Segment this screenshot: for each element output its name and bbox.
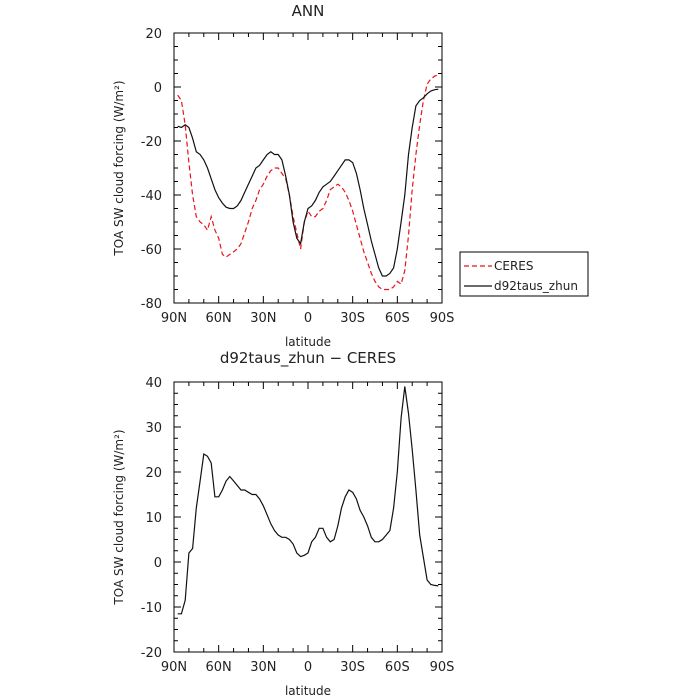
x-tick-label: 90N — [161, 660, 187, 675]
top-chart-xlabel: latitude — [285, 335, 331, 349]
y-tick-label: 40 — [145, 376, 162, 391]
legend-box — [459, 251, 589, 297]
x-tick-label: 60S — [385, 311, 410, 326]
top-plot-frame — [173, 32, 443, 304]
bottom-chart-lines — [177, 386, 439, 615]
bottom-chart-ylabel: TOA SW cloud forcing (W/m²) — [112, 429, 126, 605]
top-chart: ANN 90N 60N 30N 0 30S 60S 90S 20 0 -20 -40 -60 -80 l… — [112, 2, 589, 349]
bottom-chart: d92taus_zhun − CERES 90N 60N 30N 0 30S 60S 90S… — [112, 349, 454, 698]
top-chart-title: ANN — [292, 2, 325, 20]
legend-label-ceres: CERES — [494, 259, 534, 273]
top-chart-ylabel: TOA SW cloud forcing (W/m²) — [112, 80, 126, 256]
x-tick-label: 30N — [250, 660, 276, 675]
y-tick-label: -80 — [141, 297, 162, 312]
x-tick-label: 30N — [250, 311, 276, 326]
x-tick-label: 30S — [340, 311, 365, 326]
series-line-ceres — [177, 74, 439, 291]
y-tick-label: -20 — [141, 646, 162, 661]
bottom-chart-ticks: 90N 60N 30N 0 30S 60S 90S 40 30 20 10 0 -10 -20 — [141, 376, 455, 675]
x-tick-label: 90S — [430, 660, 455, 675]
x-tick-label: 0 — [304, 660, 312, 675]
y-tick-label: 0 — [154, 81, 162, 96]
top-chart-legend: CERES d92taus_zhun — [459, 251, 589, 297]
bottom-chart-xlabel: latitude — [285, 684, 331, 698]
legend-label-d92taus-zhun: d92taus_zhun — [494, 279, 578, 293]
y-tick-label: 10 — [145, 511, 162, 526]
bottom-chart-title: d92taus_zhun − CERES — [220, 349, 396, 368]
x-tick-label: 0 — [304, 311, 312, 326]
x-tick-label: 60S — [385, 660, 410, 675]
y-tick-label: -40 — [141, 189, 162, 204]
y-tick-label: -60 — [141, 243, 162, 258]
y-tick-label: -10 — [141, 601, 162, 616]
x-tick-label: 90N — [161, 311, 187, 326]
x-tick-label: 30S — [340, 660, 365, 675]
y-tick-label: 20 — [145, 27, 162, 42]
x-tick-label: 90S — [430, 311, 455, 326]
y-tick-label: 20 — [145, 466, 162, 481]
x-tick-label: 60N — [206, 311, 232, 326]
top-chart-lines — [177, 74, 439, 291]
y-tick-label: -20 — [141, 135, 162, 150]
series-line-d92taus-zhun — [177, 88, 439, 277]
bottom-plot-frame — [173, 381, 443, 653]
top-chart-ticks: 90N 60N 30N 0 30S 60S 90S 20 0 -20 -40 -60 -80 — [141, 27, 455, 326]
series-line-difference — [177, 386, 439, 615]
y-tick-label: 0 — [154, 556, 162, 571]
x-tick-label: 60N — [206, 660, 232, 675]
y-tick-label: 30 — [145, 421, 162, 436]
